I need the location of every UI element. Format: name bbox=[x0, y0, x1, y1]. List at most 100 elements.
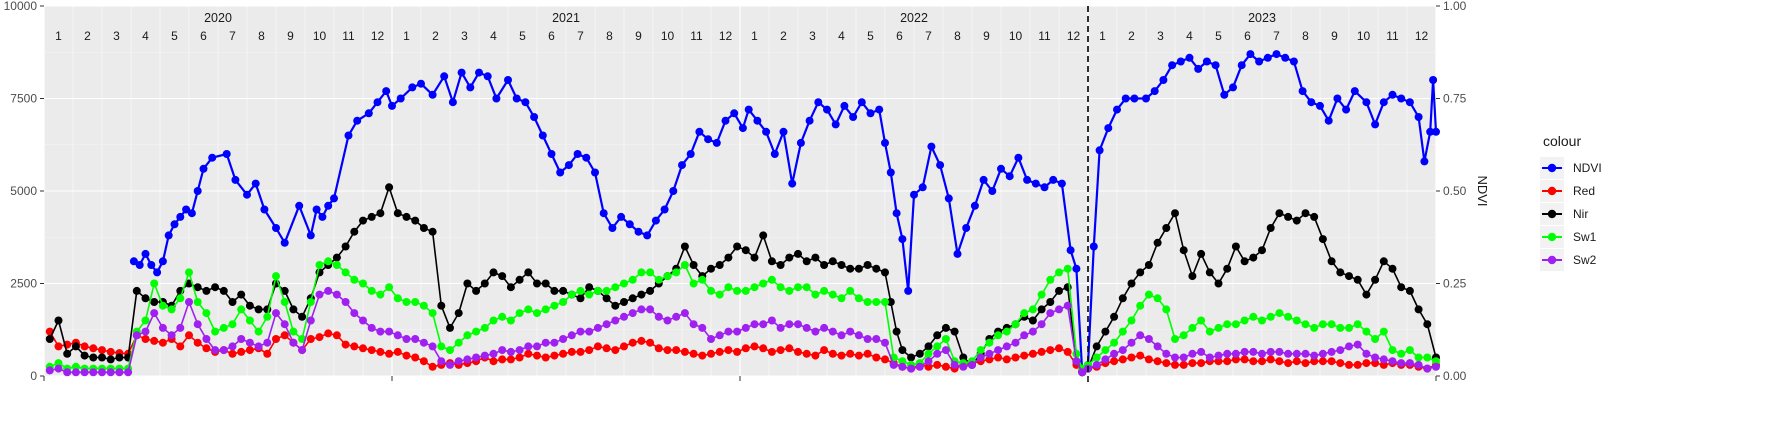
data-point bbox=[1118, 327, 1127, 336]
data-point bbox=[185, 331, 193, 340]
data-point bbox=[411, 298, 420, 306]
data-point bbox=[776, 261, 785, 269]
data-point bbox=[324, 329, 333, 338]
data-point bbox=[141, 335, 150, 343]
data-point bbox=[1240, 316, 1249, 325]
data-point bbox=[1223, 264, 1232, 273]
data-point bbox=[506, 355, 515, 364]
data-point bbox=[411, 335, 420, 343]
data-point bbox=[1028, 327, 1037, 336]
data-point bbox=[794, 283, 802, 292]
data-point bbox=[854, 351, 863, 360]
data-point bbox=[1110, 312, 1119, 321]
legend-item: Sw2 bbox=[1540, 249, 1597, 271]
data-point bbox=[385, 283, 394, 292]
data-point bbox=[1092, 342, 1101, 351]
data-point bbox=[260, 205, 269, 214]
data-point bbox=[872, 335, 881, 343]
data-point bbox=[263, 349, 272, 358]
data-point bbox=[802, 349, 811, 358]
data-point bbox=[1179, 246, 1188, 255]
data-point bbox=[158, 338, 167, 347]
data-point bbox=[1049, 175, 1058, 184]
data-point bbox=[1072, 357, 1081, 366]
data-point bbox=[1197, 316, 1206, 325]
data-point bbox=[680, 347, 689, 356]
data-point bbox=[506, 347, 515, 356]
data-point bbox=[805, 116, 814, 125]
data-point bbox=[463, 331, 472, 340]
data-point bbox=[158, 323, 167, 332]
data-point bbox=[695, 127, 704, 136]
data-point bbox=[245, 346, 254, 355]
month-label: 10 bbox=[661, 29, 675, 43]
data-point bbox=[324, 257, 333, 266]
data-point bbox=[315, 333, 324, 342]
legend-item: Sw1 bbox=[1540, 226, 1597, 248]
data-point bbox=[1353, 360, 1362, 369]
data-point bbox=[1005, 172, 1014, 181]
data-point bbox=[393, 209, 402, 218]
data-point bbox=[628, 294, 637, 303]
data-point bbox=[1223, 320, 1232, 329]
data-point bbox=[1345, 323, 1353, 332]
month-label: 11 bbox=[342, 29, 355, 43]
data-point bbox=[80, 351, 89, 360]
data-point bbox=[802, 257, 811, 266]
data-point bbox=[1353, 275, 1362, 284]
data-point bbox=[759, 320, 768, 329]
data-point bbox=[315, 290, 324, 299]
data-point bbox=[863, 261, 872, 269]
data-point bbox=[245, 316, 254, 325]
data-point bbox=[318, 212, 327, 221]
data-point bbox=[1063, 301, 1072, 310]
data-point bbox=[785, 286, 794, 295]
data-point bbox=[1171, 360, 1179, 369]
data-point bbox=[651, 216, 660, 225]
data-point bbox=[1231, 320, 1240, 329]
data-point bbox=[1310, 212, 1319, 221]
month-label: 12 bbox=[1415, 29, 1429, 43]
data-point bbox=[141, 316, 150, 325]
data-point bbox=[150, 279, 159, 288]
data-point bbox=[547, 150, 556, 158]
data-point bbox=[881, 298, 889, 306]
legend-key-point bbox=[1547, 186, 1557, 196]
data-point bbox=[1118, 355, 1127, 364]
legend-item: Red bbox=[1540, 180, 1595, 202]
data-point bbox=[759, 231, 768, 240]
data-point bbox=[231, 175, 240, 184]
data-point bbox=[794, 249, 802, 258]
data-point bbox=[411, 353, 420, 362]
data-point bbox=[1432, 357, 1440, 366]
data-point bbox=[643, 231, 652, 240]
data-point bbox=[1037, 305, 1046, 314]
data-point bbox=[1405, 346, 1414, 355]
month-label: 12 bbox=[719, 29, 733, 43]
data-point bbox=[498, 355, 507, 364]
data-point bbox=[1214, 357, 1223, 366]
data-point bbox=[541, 279, 550, 288]
data-point bbox=[750, 283, 759, 292]
series-layer bbox=[45, 50, 1440, 377]
data-point bbox=[567, 290, 576, 299]
data-point bbox=[762, 127, 771, 136]
data-point bbox=[654, 312, 663, 321]
data-point bbox=[730, 109, 739, 118]
data-point bbox=[837, 294, 846, 303]
data-point bbox=[193, 298, 202, 306]
data-point bbox=[1353, 340, 1362, 349]
y-axis-right: 0.00 0.25 0.50 0.75 1.00 bbox=[1436, 0, 1467, 383]
data-point bbox=[150, 298, 159, 306]
data-point bbox=[663, 346, 672, 355]
data-point bbox=[1171, 353, 1179, 362]
data-point bbox=[1336, 323, 1345, 332]
data-point bbox=[846, 327, 855, 336]
data-point bbox=[881, 355, 889, 364]
month-label: 7 bbox=[1273, 29, 1280, 43]
month-label: 5 bbox=[171, 29, 178, 43]
data-point bbox=[312, 205, 321, 214]
data-point bbox=[472, 286, 481, 295]
data-point bbox=[115, 368, 124, 377]
